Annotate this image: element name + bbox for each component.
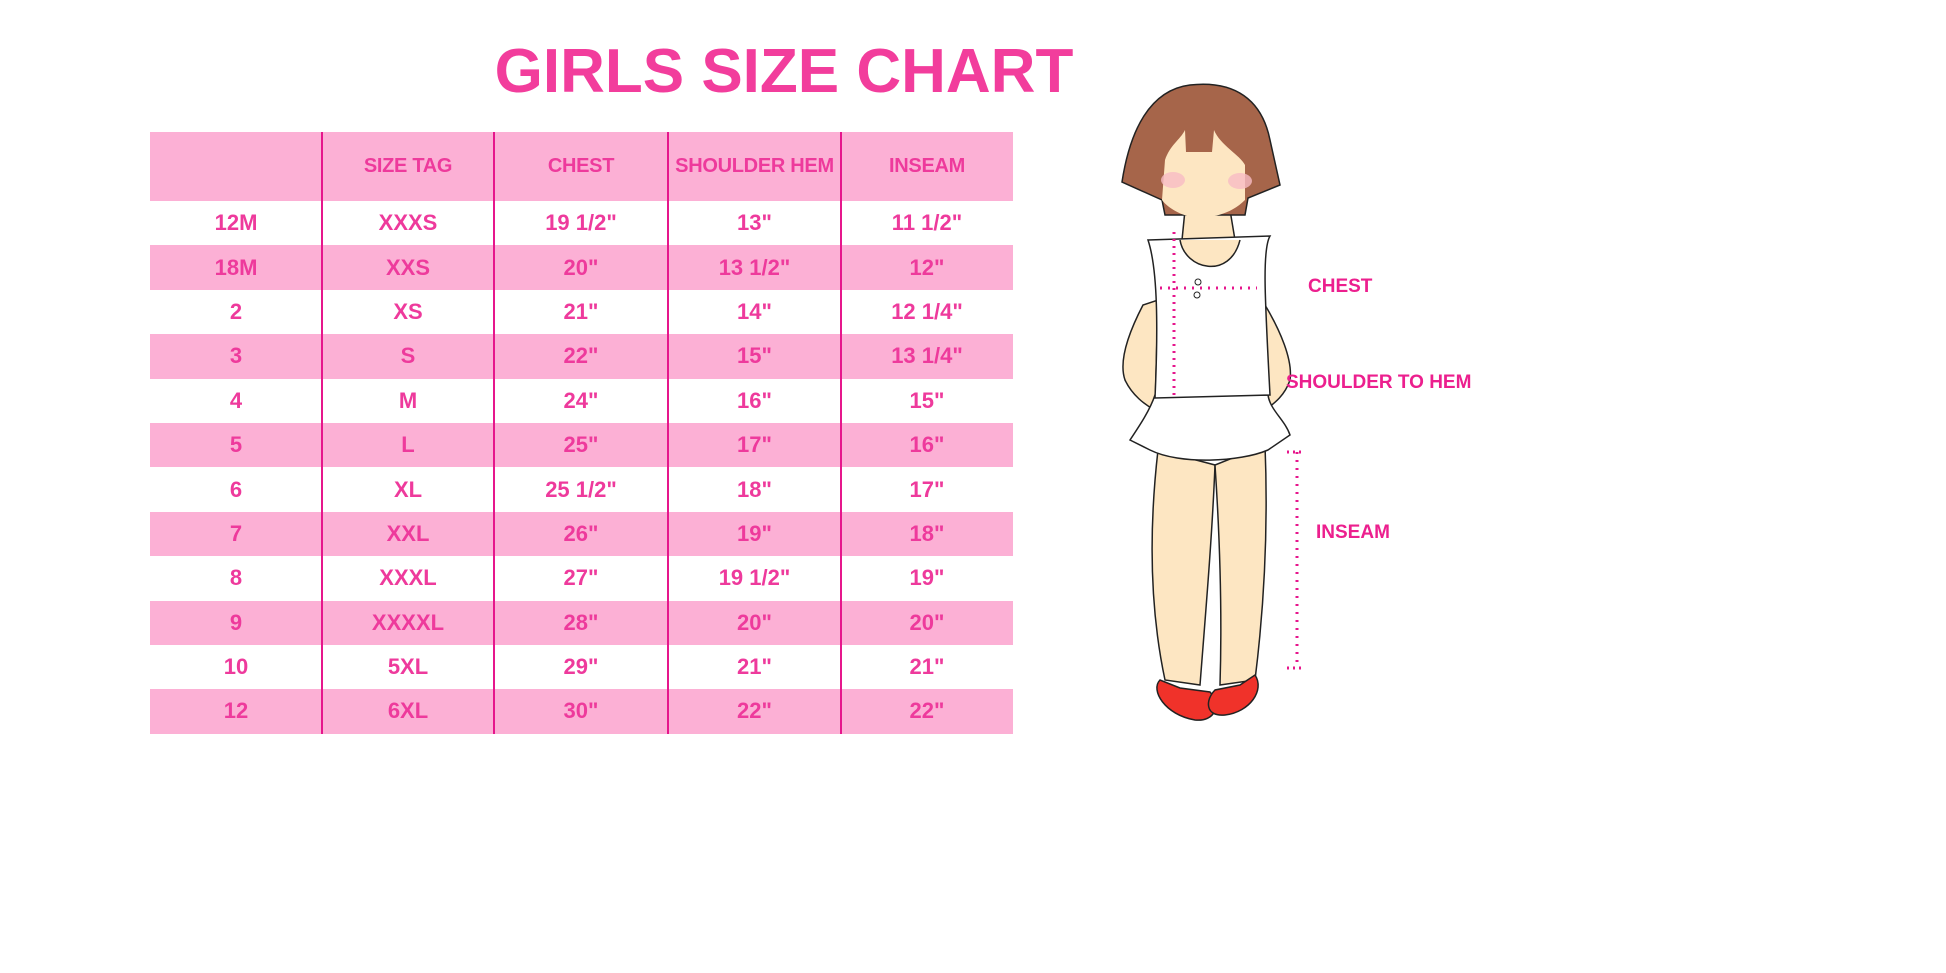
table-header-row: SIZE TAG CHEST SHOULDER HEM INSEAM: [150, 132, 1013, 201]
table-row: 18M XXS 20" 13 1/2" 12": [150, 245, 1013, 290]
table-cell: 15": [909, 387, 945, 413]
table-cell: 5: [229, 432, 243, 458]
table-cell: 14": [737, 298, 772, 324]
table-cell: 28": [563, 609, 599, 635]
table-row: 2 XS 21" 14" 12 1/4": [150, 290, 1013, 334]
table-cell: 17": [737, 432, 772, 458]
table-cell: 7: [229, 520, 243, 546]
table-cell: 4: [229, 387, 243, 413]
table-cell: XL: [393, 476, 423, 502]
column-divider: [493, 132, 495, 734]
table-cell: 20": [909, 609, 945, 635]
table-cell: S: [400, 343, 416, 369]
table-cell: 21": [563, 298, 599, 324]
table-cell: XXXS: [378, 210, 438, 236]
table-cell: 6XL: [387, 698, 429, 724]
table-cell: 27": [563, 565, 599, 591]
table-cell: 12 1/4": [891, 298, 963, 324]
table-row: 3 S 22" 15" 13 1/4": [150, 334, 1013, 379]
table-cell: 22": [909, 698, 945, 724]
page-title: GIRLS SIZE CHART: [494, 37, 1074, 106]
table-row: 10 5XL 29" 21" 21": [150, 645, 1013, 689]
column-divider: [840, 132, 842, 734]
table-row: 9 XXXXL 28" 20" 20": [150, 600, 1013, 645]
table-cell: 30": [563, 698, 599, 724]
table-cell: 8: [229, 565, 243, 591]
table-cell: 19 1/2": [718, 565, 791, 591]
size-table: SIZE TAG CHEST SHOULDER HEM INSEAM 12M XXXS 19…: [150, 132, 1013, 734]
shoulder-to-hem-label: SHOULDER TO HEM: [1286, 372, 1472, 393]
table-cell: L: [401, 432, 415, 458]
table-cell: XXXXL: [371, 609, 445, 635]
table-cell: 10: [223, 654, 249, 680]
table-cell: 12": [909, 254, 945, 280]
table-cell: 20": [737, 609, 772, 635]
table-cell: XXS: [385, 254, 431, 280]
table-cell: 12: [223, 698, 249, 724]
column-header: SIZE TAG: [363, 155, 453, 177]
table-cell: 18": [737, 476, 772, 502]
inseam-label: INSEAM: [1316, 522, 1390, 543]
column-header: CHEST: [547, 155, 615, 177]
table-cell: 19 1/2": [545, 210, 617, 236]
table-cell: 16": [909, 432, 945, 458]
table-row: 7 XXL 26" 19" 18": [150, 511, 1013, 557]
table-cell: 2: [229, 298, 243, 324]
table-cell: 6: [229, 476, 243, 502]
column-header: INSEAM: [889, 155, 965, 177]
table-row: 8 XXXL 27" 19 1/2" 19": [150, 556, 1013, 600]
table-row: 12M XXXS 19 1/2" 13" 11 1/2": [150, 201, 1013, 245]
table-cell: 29": [563, 654, 599, 680]
table-cell: 18M: [214, 254, 258, 280]
table-cell: XS: [393, 298, 423, 324]
table-cell: 15": [737, 343, 772, 369]
table-row: 4 M 24" 16" 15": [150, 379, 1013, 423]
table-cell: 19": [737, 520, 772, 546]
table-cell: 20": [563, 254, 599, 280]
table-cell: 26": [563, 520, 599, 546]
table-cell: 25 1/2": [545, 476, 617, 502]
table-cell: XXXL: [379, 565, 437, 591]
chest-label: CHEST: [1308, 276, 1373, 297]
table-cell: 13 1/2": [718, 254, 791, 280]
table-cell: 21": [909, 654, 945, 680]
table-cell: 24": [563, 387, 599, 413]
table-row: 12 6XL 30" 22" 22": [150, 689, 1013, 734]
table-cell: XXL: [386, 520, 430, 546]
table-cell: 5XL: [387, 654, 429, 680]
table-cell: 22": [563, 343, 599, 369]
table-cell: 25": [563, 432, 599, 458]
table-cell: 19": [909, 565, 945, 591]
column-divider: [321, 132, 323, 734]
table-cell: 9: [229, 609, 243, 635]
table-cell: 17": [909, 476, 945, 502]
table-cell: 13 1/4": [891, 343, 963, 369]
table-cell: 12M: [214, 210, 258, 236]
table-cell: 21": [737, 654, 772, 680]
table-cell: 3: [229, 343, 243, 369]
table-cell: 18": [909, 520, 945, 546]
table-row: 5 L 25" 17" 16": [150, 422, 1013, 468]
column-divider: [667, 132, 669, 734]
table-cell: 11 1/2": [891, 210, 963, 236]
table-cell: M: [398, 387, 418, 413]
table-cell: 16": [737, 387, 772, 413]
table-row: 6 XL 25 1/2" 18" 17": [150, 467, 1013, 511]
table-cell: 13": [737, 210, 772, 236]
column-header: SHOULDER HEM: [675, 155, 834, 177]
table-cell: 22": [737, 698, 772, 724]
